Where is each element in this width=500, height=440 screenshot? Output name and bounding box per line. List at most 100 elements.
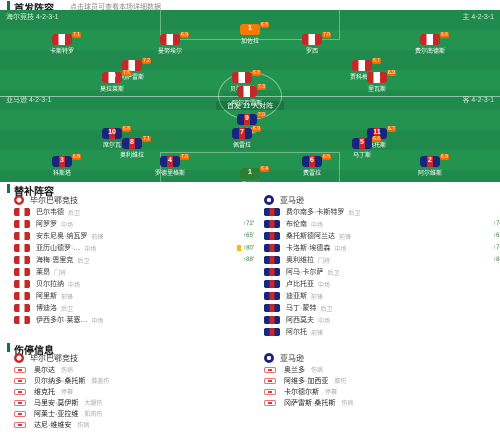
injury-row[interactable]: 阿莱士·亚拉维 肌肉伤	[14, 408, 254, 419]
injury-row[interactable]: 卡尔德尔斯 停赛	[264, 386, 500, 397]
injury-cross-icon	[264, 377, 276, 384]
home-subs-list: 巴尔韦德 后卫 阿罗罗 中场 ↑72' 安东尼奥·纳瓦罗 前锋 ↑65' 亚历山德罗·… 中场 ↑8…	[14, 206, 254, 326]
player-rating: 6.8	[252, 70, 261, 76]
jersey-icon	[102, 128, 122, 139]
away-player[interactable]: 11 桑托斯 6.7	[355, 126, 399, 150]
away-player[interactable]: 1门德斯6.4	[228, 166, 272, 182]
sub-player-row[interactable]: 阿尔托 前锋	[264, 326, 500, 338]
jersey-icon	[237, 114, 257, 125]
player-number: 4	[168, 35, 172, 42]
injury-row[interactable]: 马里安·莫伊斯 大腿伤	[14, 397, 254, 408]
sub-player-position: 中场	[84, 246, 97, 253]
sub-player-row[interactable]: 马丁·蒙特 后卫	[264, 302, 500, 314]
lineup-note: 点击球员可查看本场详细数据	[70, 4, 161, 11]
sub-player-name: 阿马·卡尔萨	[286, 269, 324, 276]
sub-player-name: 巴尔韦德	[36, 209, 64, 216]
sub-player-row[interactable]: 阿马·卡尔萨 后卫	[264, 266, 500, 278]
jersey-icon	[367, 128, 387, 139]
player-name: 卡斯特罗	[49, 49, 74, 55]
sub-player-row[interactable]: 阿罗罗 中场 ↑72'	[14, 218, 254, 230]
sub-player-position: 中场	[68, 282, 81, 289]
home-injury-list: 奥尔达 伤病 贝尔纳多·桑托斯 膝盖伤 维克托 停赛 马里安·莫伊斯 大腿伤 阿莱士·亚拉维 肌肉…	[14, 364, 254, 430]
away-player[interactable]: 8 奥利维拉 7.1	[110, 136, 154, 160]
player-rating: 6.9	[180, 32, 189, 38]
jersey-icon	[14, 256, 30, 264]
away-player[interactable]: 3 科斯塔 6.8	[40, 154, 84, 178]
sub-player-row[interactable]: 海梅·恩里克 后卫 ↑88'	[14, 254, 254, 266]
injury-row[interactable]: 奥兰多 伤病	[264, 364, 500, 375]
away-player[interactable]: 10 席尔瓦 6.8	[90, 126, 134, 150]
sub-player-row[interactable]: 阿里斯 前锋	[14, 290, 254, 302]
jersey-icon	[264, 304, 280, 312]
sub-player-name: 卢比托亚	[286, 281, 314, 288]
injury-cross-icon	[14, 410, 26, 417]
away-player[interactable]: 4 罗德里格斯 7.0	[148, 154, 192, 178]
jersey-icon	[352, 138, 372, 149]
injury-row[interactable]: 冈萨雷斯·桑托斯 伤病	[264, 397, 500, 408]
sub-player-row[interactable]: 阿西莫夫 中场	[264, 314, 500, 326]
home-subs-team: 毕尔巴鄂竞技	[30, 195, 78, 205]
sub-player-row[interactable]: 莱昂 门将	[14, 266, 254, 278]
injury-row[interactable]: 阿维多·加西亚 膝伤	[264, 375, 500, 386]
player-rating: 7.0	[180, 154, 189, 160]
home-player[interactable]: 8 贾科梅蒂 6.7	[340, 58, 384, 82]
player-rating: 7.1	[142, 136, 151, 142]
sub-player-name: 迪亚斯	[286, 293, 307, 300]
injury-row[interactable]: 维克托 停赛	[14, 386, 254, 397]
player-number: 1	[248, 169, 252, 176]
home-player[interactable]: 6 冈萨雷斯 7.2	[110, 58, 154, 82]
sub-player-row[interactable]: 贝尔拉纳 中场	[14, 278, 254, 290]
sub-event-time: ↑88'	[243, 257, 254, 263]
sub-player-position: 前锋	[91, 234, 104, 241]
injury-row[interactable]: 达尼·维维安 伤病	[14, 419, 254, 430]
injured-player-name: 达尼·维维安	[34, 421, 72, 429]
injured-player-name: 贝尔纳多·桑托斯	[34, 377, 86, 385]
injury-cross-icon	[14, 366, 26, 373]
injury-reason: 伤病	[61, 368, 74, 374]
home-player[interactable]: 2 卡斯特罗 7.1	[40, 32, 84, 56]
injury-row[interactable]: 贝尔纳多·桑托斯 膝盖伤	[14, 375, 254, 386]
player-number: 5	[360, 139, 364, 146]
away-player[interactable]: 5 马丁斯 6.6	[340, 136, 384, 160]
sub-event: ↑62'	[493, 233, 500, 239]
away-player[interactable]: 7 佩雷拉 6.9	[220, 126, 264, 150]
home-player[interactable]: 5 罗西 7.0	[290, 32, 334, 56]
away-injury-head: 亚马逊	[264, 352, 500, 364]
away-player[interactable]: 6 费雷拉 6.5	[290, 154, 334, 178]
sub-player-row[interactable]: 迪亚斯 前锋	[264, 290, 500, 302]
home-player[interactable]: 3 费尔南德斯 6.6	[408, 32, 452, 56]
sub-player-row[interactable]: 亚历山德罗·… 中场 ↑80'	[14, 242, 254, 254]
sub-player-row[interactable]: 安东尼奥·纳瓦罗 前锋 ↑65'	[14, 230, 254, 242]
sub-event: ↑75'	[493, 245, 500, 251]
sub-player-row[interactable]: 卢比托亚 中场	[264, 278, 500, 290]
injury-reason: 停赛	[61, 390, 74, 396]
sub-player-position: 中场	[61, 222, 74, 229]
home-player[interactable]: 11 里瓦斯 6.9	[355, 70, 399, 94]
away-player[interactable]: 2 阿尔维斯 6.9	[408, 154, 452, 178]
home-player[interactable]: 9 阿尔瓦雷斯 7.3	[225, 84, 269, 108]
home-player[interactable]: 1 加佐拉 6.8	[228, 22, 272, 46]
sub-player-name: 海梅·恩里克	[36, 257, 74, 264]
home-player[interactable]: 10 莫拉莱斯 7.5	[90, 70, 134, 94]
jersey-icon	[264, 208, 280, 216]
player-number: 2	[60, 35, 64, 42]
sub-player-row[interactable]: 巴尔韦德 后卫	[14, 206, 254, 218]
player-rating: 6.9	[252, 126, 261, 132]
injury-reason: 伤病	[341, 401, 354, 407]
player-number: 6	[310, 157, 314, 164]
injury-row[interactable]: 奥尔达 伤病	[14, 364, 254, 375]
sub-player-row[interactable]: 博迪洛 后卫	[14, 302, 254, 314]
jersey-icon	[14, 316, 30, 324]
jersey-icon	[14, 220, 30, 228]
sub-player-row[interactable]: 费尔南多·卡斯特罗 后卫	[264, 206, 500, 218]
home-player[interactable]: 4 曼努埃尔 6.9	[148, 32, 192, 56]
sub-player-row[interactable]: 伊西多尔·莱塞… 中场	[14, 314, 254, 326]
sub-event-time: ↑75'	[493, 245, 500, 251]
jersey-icon	[264, 256, 280, 264]
player-name: 里瓦斯	[367, 87, 386, 93]
away-club-badge-icon	[264, 195, 274, 205]
